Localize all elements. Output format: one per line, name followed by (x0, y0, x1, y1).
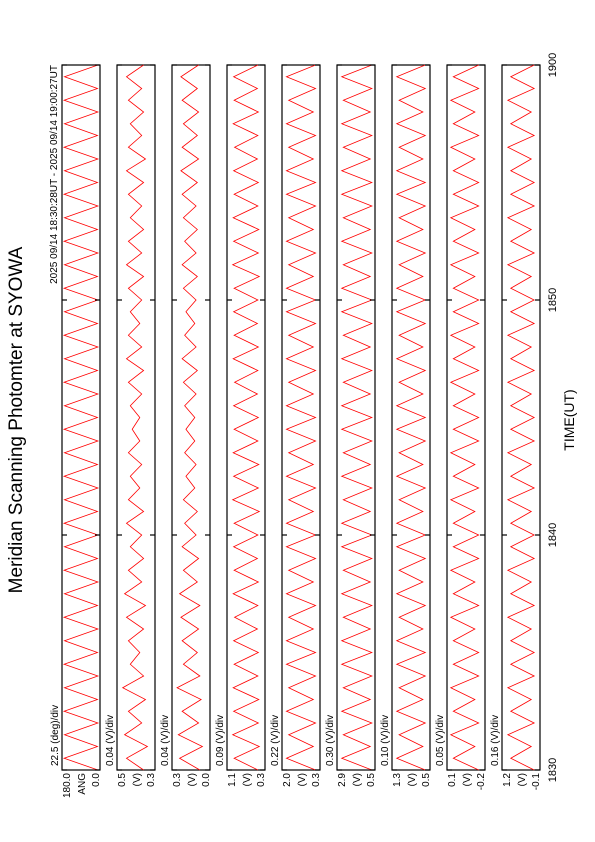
scale-label: 0.04 (V)/div (160, 715, 171, 766)
panel-frame (226, 64, 266, 771)
y-tick-label: 0.0 (201, 773, 212, 787)
panel-frame (501, 64, 541, 771)
y-tick-label: 0.3 (146, 773, 157, 787)
panel-frame (171, 64, 211, 771)
y-tick-label: 1.1 (227, 773, 238, 787)
scale-label: 0.16 (V)/div (490, 715, 501, 766)
channel-label: (V) (297, 773, 308, 786)
channel-label: ANG (77, 773, 88, 795)
scale-label: 0.09 (V)/div (215, 715, 226, 766)
channel-label: (V) (132, 773, 143, 786)
y-tick-label: 1.2 (502, 773, 513, 787)
channel-label: (V) (462, 773, 473, 786)
panel-frame (446, 64, 486, 771)
channel-label: (V) (517, 773, 528, 786)
y-tick-label: 0.0 (91, 773, 102, 787)
x-tick-label: 1830 (547, 758, 559, 782)
scale-label: 0.22 (V)/div (270, 715, 281, 766)
x-tick-label: 1840 (547, 523, 559, 547)
trace (176, 64, 204, 771)
panel-frame (116, 64, 156, 771)
x-tick-label: 1900 (547, 53, 559, 77)
trace (121, 64, 149, 771)
y-tick-label: 0.5 (366, 773, 377, 787)
y-tick-label: -0.2 (476, 773, 487, 791)
y-tick-label: 2.9 (337, 773, 348, 787)
trace (285, 64, 317, 771)
scale-label: 22.5 (deg)/div (50, 705, 61, 766)
time-range: 2025 09/14 18:30:28UT - 2025 09/14 19:00… (49, 65, 60, 284)
scale-label: 0.04 (V)/div (105, 715, 116, 766)
trace (340, 64, 373, 771)
panel-frame (281, 64, 321, 771)
scale-label: 0.10 (V)/div (380, 715, 391, 766)
y-tick-label: 1.3 (392, 773, 403, 787)
x-axis-title: TIME(UT) (561, 389, 577, 450)
rotated-plot: Meridian Scanning Photomter at SYOWA 202… (6, 53, 577, 798)
y-tick-label: 0.1 (447, 773, 458, 787)
x-tick-label: 1850 (547, 288, 559, 312)
trace (62, 64, 100, 771)
panel-frame (391, 64, 431, 771)
trace (395, 64, 427, 771)
panel-frame (61, 64, 101, 771)
trace (506, 64, 536, 771)
channel-label: (V) (407, 773, 418, 786)
trace (449, 64, 480, 771)
trace (231, 64, 261, 771)
y-tick-label: 180.0 (62, 773, 73, 798)
y-tick-label: -0.1 (531, 773, 542, 791)
chart-title: Meridian Scanning Photomter at SYOWA (6, 246, 27, 593)
y-tick-label: 0.5 (117, 773, 128, 787)
y-tick-label: 0.3 (311, 773, 322, 787)
channel-label: (V) (187, 773, 198, 786)
y-tick-label: 0.3 (172, 773, 183, 787)
panel-frame (336, 64, 376, 771)
scale-label: 0.30 (V)/div (325, 715, 336, 766)
channel-label: (V) (242, 773, 253, 786)
y-tick-label: 2.0 (282, 773, 293, 787)
scale-label: 0.05 (V)/div (435, 715, 446, 766)
channel-label: (V) (352, 773, 363, 786)
y-tick-label: 0.3 (256, 773, 267, 787)
y-tick-label: 0.5 (421, 773, 432, 787)
